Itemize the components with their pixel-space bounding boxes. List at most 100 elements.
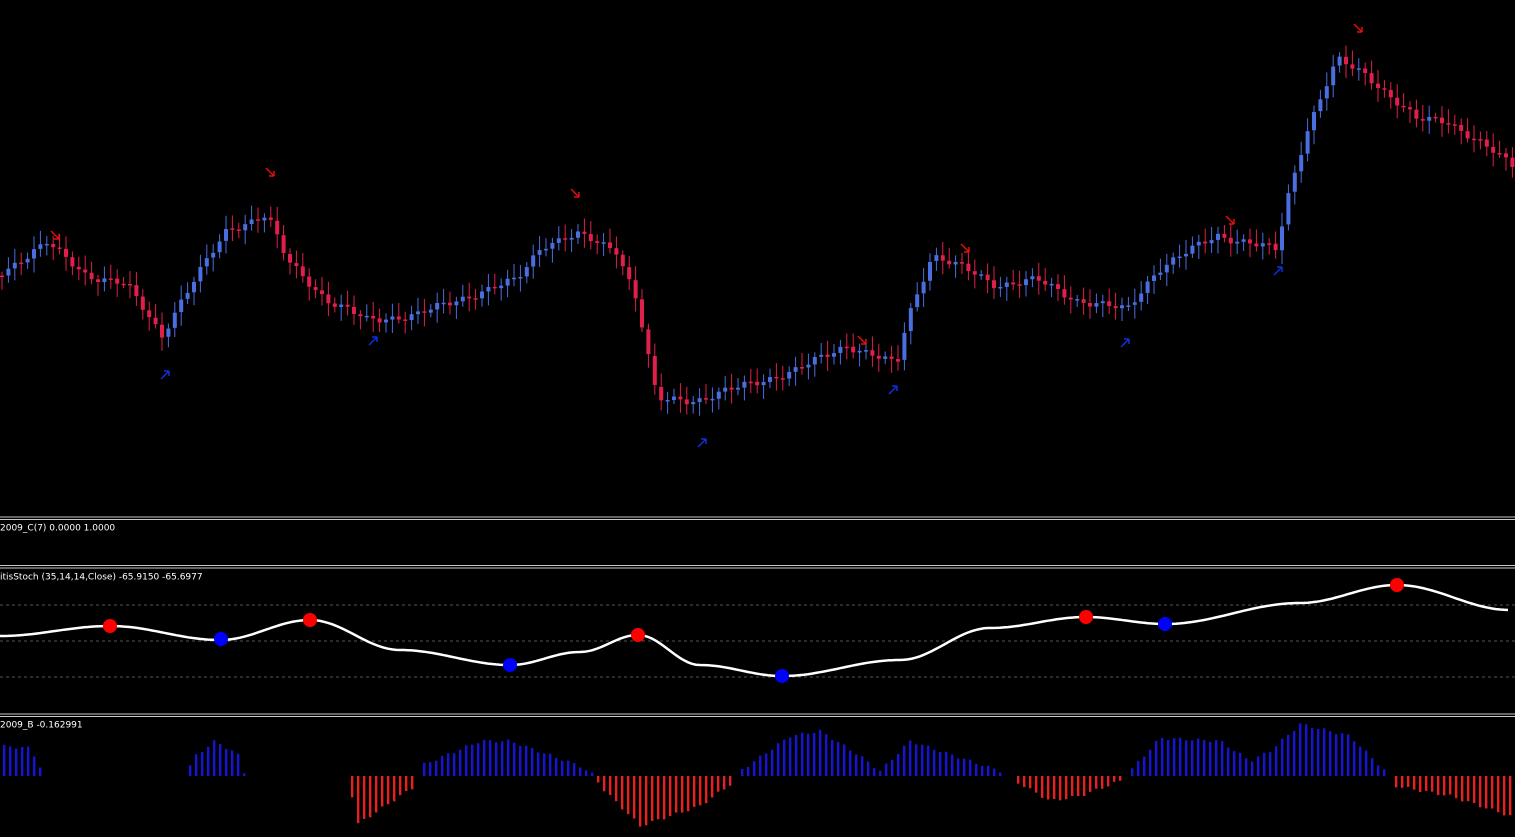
candle: [518, 277, 523, 279]
candle: [864, 350, 868, 352]
histogram-bar: [585, 770, 588, 776]
indicator-label: 2009_C(7) 0.0000 1.0000: [0, 524, 115, 534]
candle: [1011, 282, 1016, 285]
histogram-bar: [471, 744, 474, 776]
histogram-bar: [849, 750, 852, 776]
candle: [755, 381, 760, 386]
histogram-bar: [1107, 776, 1110, 787]
histogram-bar: [231, 750, 234, 776]
histogram-bar: [1161, 737, 1164, 776]
candle: [953, 261, 958, 265]
histogram-bar: [675, 776, 678, 813]
signal-arrow: [50, 230, 60, 240]
candle: [1452, 124, 1457, 126]
histogram-bar: [1395, 776, 1398, 788]
histogram-bar: [909, 740, 912, 776]
histogram-bar: [1251, 761, 1254, 776]
candle: [147, 310, 152, 318]
candle: [83, 269, 88, 273]
candle: [281, 235, 286, 254]
candle: [1145, 281, 1150, 293]
candle: [972, 271, 977, 275]
candle: [1382, 88, 1387, 90]
histogram-bar: [1239, 752, 1242, 776]
candle: [1408, 107, 1412, 110]
histogram-bar: [741, 768, 744, 776]
candle: [1267, 243, 1272, 245]
candle: [1350, 64, 1355, 69]
histogram-bar: [699, 776, 702, 806]
candle: [422, 311, 427, 313]
candle: [537, 250, 542, 255]
signal-arrow-head: [1277, 266, 1283, 272]
candle: [620, 254, 625, 267]
candle: [838, 346, 843, 353]
histogram-bar: [591, 772, 594, 776]
histogram-bar: [1401, 776, 1404, 788]
histogram-bar: [1317, 728, 1320, 776]
histogram-bar: [1293, 730, 1296, 776]
candle: [678, 396, 683, 400]
candle: [460, 296, 465, 302]
histogram-bar: [1407, 776, 1410, 787]
stoch-dot: [1390, 578, 1404, 592]
candle: [921, 281, 926, 294]
candle: [569, 237, 574, 240]
histogram-bar: [1095, 776, 1098, 789]
candle: [236, 229, 241, 231]
signal-arrow-head: [1229, 219, 1235, 225]
candle: [787, 371, 792, 379]
candle: [128, 283, 132, 286]
histogram-bar: [1119, 776, 1122, 781]
histogram-bar: [921, 744, 924, 776]
histogram-bar: [3, 744, 6, 776]
candle: [1363, 68, 1368, 73]
candle: [697, 398, 702, 403]
histogram-bar: [957, 758, 960, 776]
candle: [160, 324, 164, 338]
histogram-bar: [669, 776, 672, 817]
signal-arrow-head: [372, 336, 378, 342]
signal-arrow: [857, 335, 867, 345]
candle: [1228, 237, 1233, 244]
signal-arrow-head: [964, 247, 970, 253]
candle: [320, 290, 324, 295]
histogram-bar: [1449, 776, 1452, 795]
histogram-bar: [213, 740, 216, 776]
histogram-bar: [189, 765, 192, 776]
histogram-bar: [477, 743, 480, 776]
histogram-bar: [447, 753, 450, 776]
candle: [761, 382, 766, 386]
histogram-bar: [507, 739, 510, 776]
candle: [915, 294, 920, 308]
candle: [1388, 89, 1393, 98]
signal-arrow-head: [861, 339, 867, 345]
candle: [844, 346, 849, 349]
candle: [1312, 112, 1316, 131]
candle: [576, 231, 580, 238]
histogram-bar: [453, 753, 456, 776]
histogram-bar: [363, 776, 366, 819]
candle: [1088, 303, 1092, 307]
candle: [665, 400, 670, 402]
histogram-bar: [405, 776, 408, 792]
candle: [179, 299, 184, 313]
signal-arrow-head: [892, 385, 898, 391]
histogram-bar: [1065, 776, 1068, 800]
histogram-bar: [1227, 747, 1230, 776]
candle: [1427, 116, 1432, 121]
candle: [710, 398, 715, 401]
candle: [480, 291, 484, 299]
candle: [249, 219, 254, 225]
histogram-bar: [975, 763, 978, 776]
candle: [211, 252, 216, 258]
candle: [352, 306, 356, 314]
histogram-bar: [519, 745, 522, 776]
candle: [326, 294, 331, 304]
signal-arrow: [1225, 215, 1235, 225]
signal-arrow: [888, 385, 898, 395]
candle: [89, 272, 94, 280]
histogram-bar: [1341, 733, 1344, 776]
candle: [384, 319, 388, 323]
